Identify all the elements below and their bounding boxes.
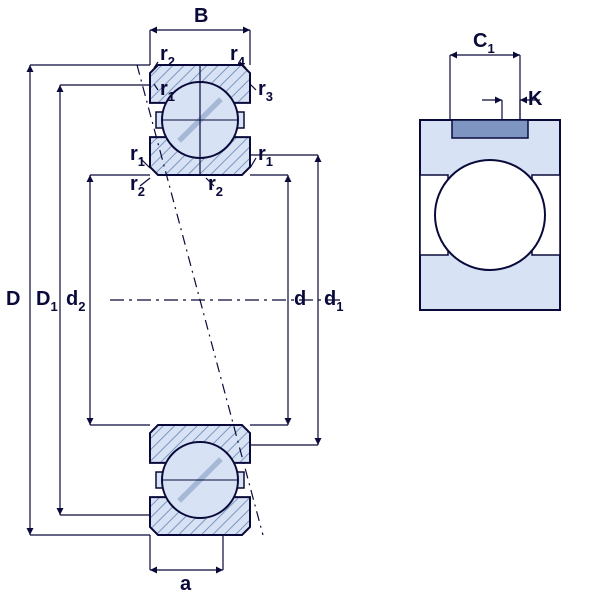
svg-text:C1: C1 bbox=[473, 30, 495, 56]
svg-text:r3: r3 bbox=[258, 78, 273, 104]
svg-text:r1: r1 bbox=[258, 143, 273, 169]
svg-text:d: d bbox=[294, 288, 306, 310]
svg-text:D: D bbox=[6, 288, 20, 310]
svg-text:B: B bbox=[194, 5, 208, 27]
svg-text:d2: d2 bbox=[66, 288, 85, 314]
svg-text:r2: r2 bbox=[208, 173, 223, 199]
svg-text:r1: r1 bbox=[130, 143, 145, 169]
svg-text:r2: r2 bbox=[130, 173, 145, 199]
svg-text:D1: D1 bbox=[36, 288, 58, 314]
svg-text:K: K bbox=[528, 88, 543, 110]
svg-text:d1: d1 bbox=[324, 288, 343, 314]
aux-detail: C1 K bbox=[420, 30, 560, 310]
svg-text:a: a bbox=[180, 573, 192, 595]
